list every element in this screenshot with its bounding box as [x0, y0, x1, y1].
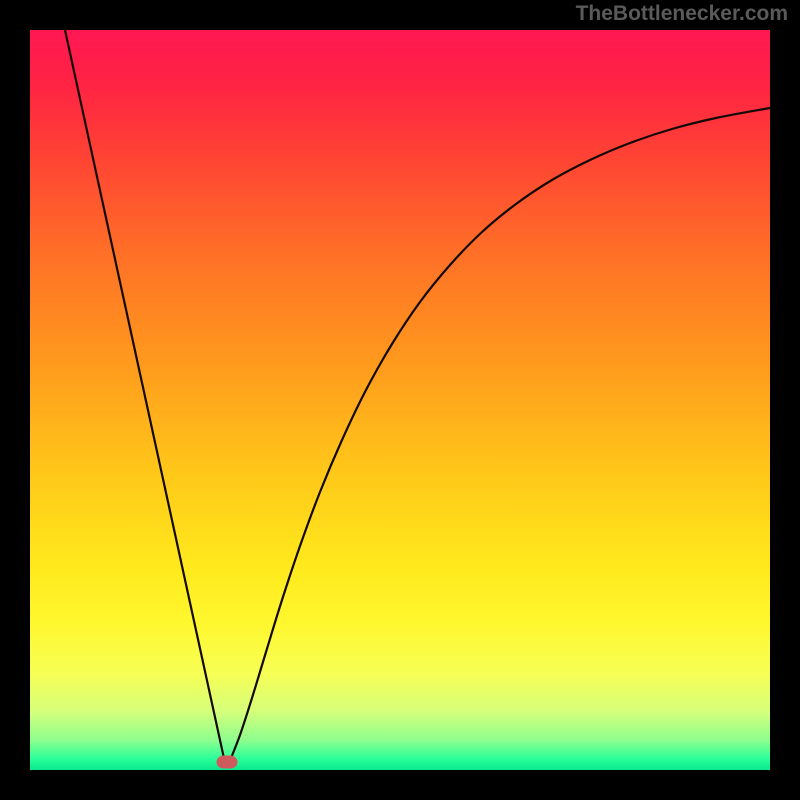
minimum-marker: [217, 756, 238, 769]
bottleneck-curve: [30, 30, 770, 770]
plot-area: [30, 30, 770, 770]
chart-frame: TheBottlenecker.com: [0, 0, 800, 800]
watermark-text: TheBottlenecker.com: [576, 2, 788, 26]
